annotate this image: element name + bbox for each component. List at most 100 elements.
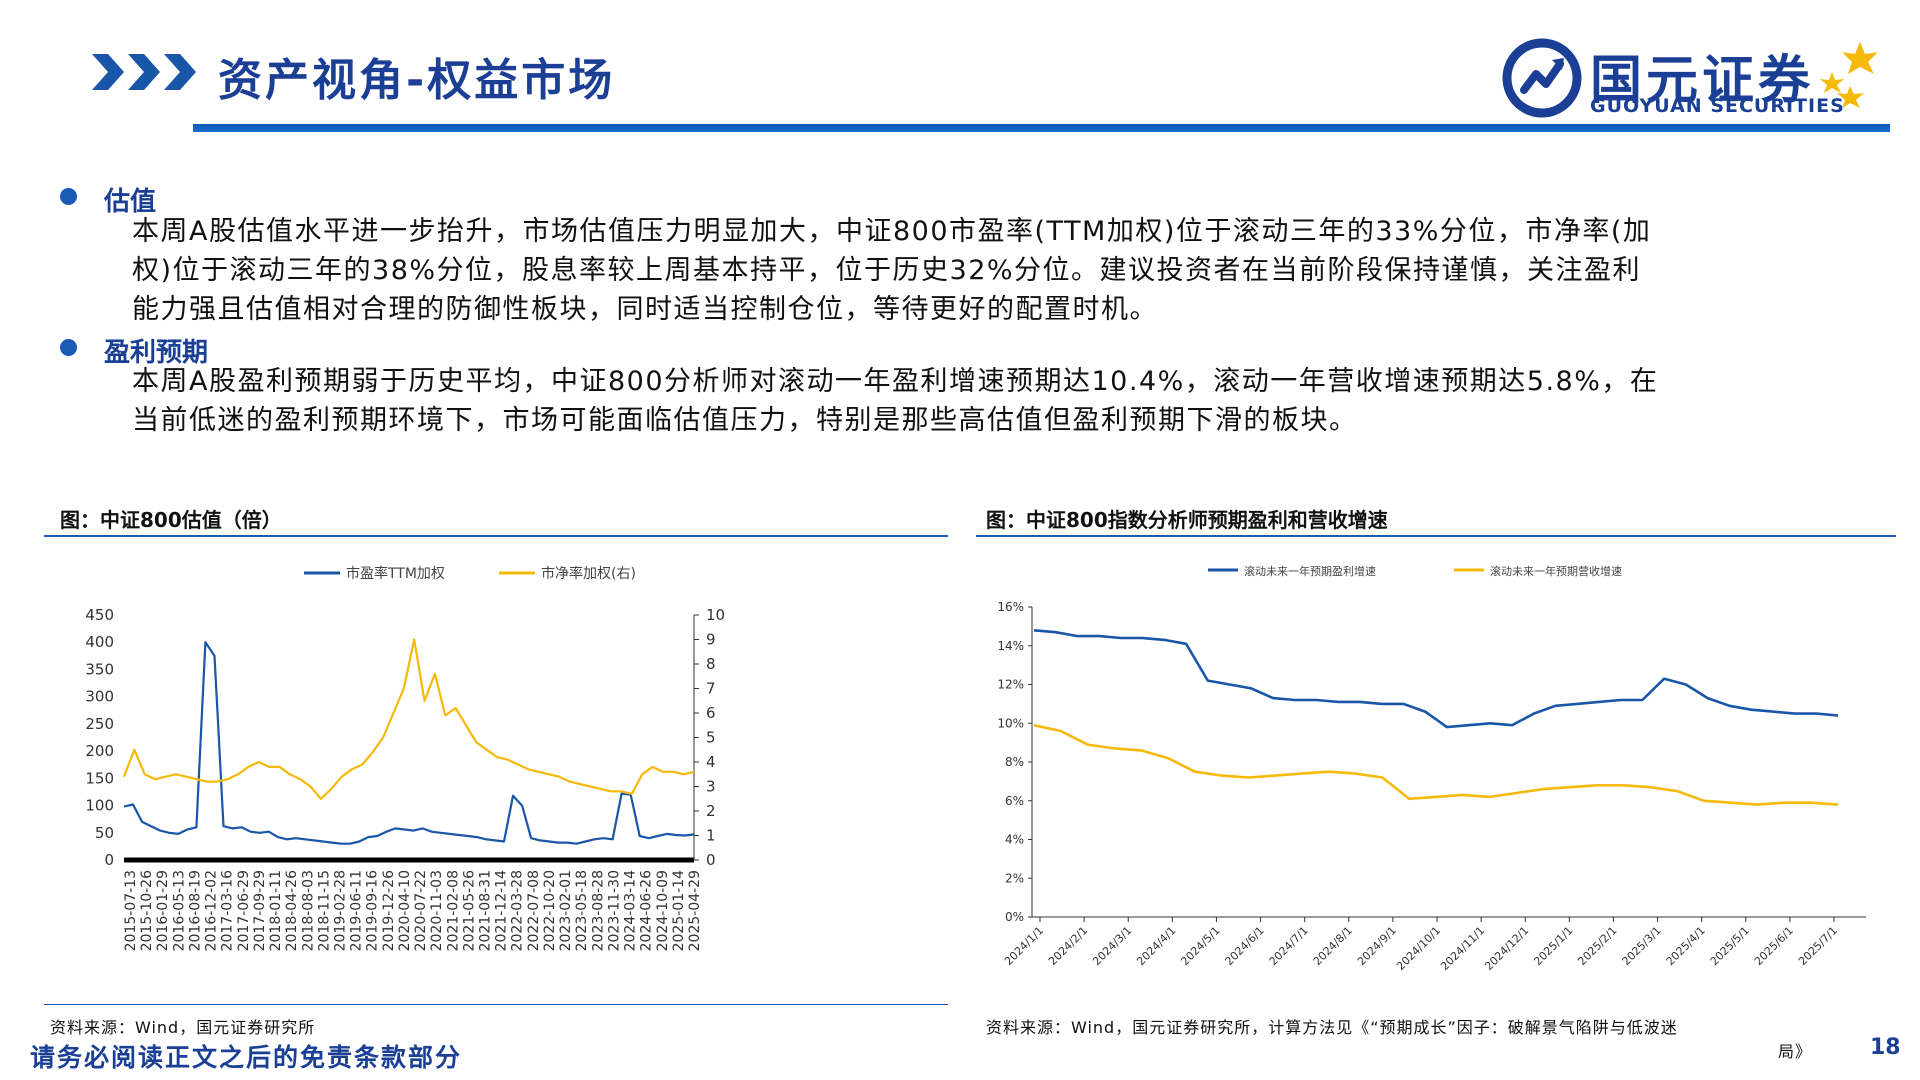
x-tick-label: 2021-02-08	[445, 870, 461, 951]
x-tick-label: 2015-10-26	[139, 870, 155, 951]
x-tick-label: 2019-09-16	[365, 870, 381, 951]
bullet-icon	[60, 188, 77, 205]
legend-label-earnings: 滚动未来一年预期盈利增速	[1244, 564, 1376, 578]
y-left-tick-label: 0	[104, 851, 114, 869]
paragraph-line: 权)位于滚动三年的38%分位，股息率较上周基本持平，位于历史32%分位。建议投资…	[132, 255, 1642, 286]
y-left-tick-label: 250	[85, 715, 114, 733]
section-heading-valuation: 估值	[104, 187, 157, 217]
y-tick-label: 2%	[1005, 871, 1024, 885]
x-tick-label: 2017-09-29	[252, 870, 268, 951]
legend-label-pe: 市盈率TTM加权	[346, 565, 445, 582]
x-tick-label: 2023-11-30	[606, 870, 622, 951]
y-right-tick-label: 5	[706, 729, 716, 747]
x-tick-label: 2024/7/1	[1267, 924, 1311, 968]
y-left-tick-label: 150	[85, 769, 114, 787]
x-tick-label: 2021-08-31	[478, 870, 494, 951]
x-tick-label: 2022-03-28	[510, 870, 526, 951]
logo-chinese-name: 国元证券	[1590, 51, 1815, 111]
left-figure-rule	[44, 535, 948, 537]
y-left-tick-label: 450	[85, 606, 114, 624]
x-tick-label: 2019-06-11	[349, 870, 365, 951]
x-tick-label: 2018-04-26	[284, 870, 300, 951]
y-tick-label: 8%	[1005, 755, 1024, 769]
series-line-pe	[123, 641, 695, 845]
x-tick-label: 2024/2/1	[1046, 924, 1090, 968]
x-tick-label: 2024/6/1	[1223, 924, 1267, 968]
y-right-tick-label: 2	[706, 802, 716, 820]
x-tick-label: 2018-08-03	[300, 870, 316, 951]
x-tick-label: 2020-07-22	[413, 870, 429, 951]
x-tick-label: 2025/7/1	[1796, 924, 1840, 968]
y-left-tick-label: 50	[95, 824, 114, 842]
right-figure-source: 资料来源：Wind，国元证券研究所，计算方法见《“预期成长”因子：破解景气陷阱与…	[986, 1018, 1678, 1037]
y-tick-label: 6%	[1005, 794, 1024, 808]
x-tick-label: 2025/1/1	[1531, 924, 1575, 968]
x-tick-label: 2024-03-14	[623, 870, 639, 951]
paragraph-line: 能力强且估值相对合理的防御性板块，同时适当控制仓位，等待更好的配置时机。	[132, 294, 1158, 325]
x-tick-label: 2024-10-09	[655, 870, 671, 951]
x-tick-label: 2016-05-13	[171, 870, 187, 951]
legend-label-pb: 市净率加权(右)	[541, 565, 636, 582]
title-chevrons-icon	[92, 54, 196, 90]
x-tick-label: 2024/3/1	[1090, 924, 1134, 968]
x-tick-label: 2017-06-29	[236, 870, 252, 951]
right-figure-rule	[976, 535, 1896, 537]
y-tick-label: 10%	[997, 716, 1024, 730]
x-tick-label: 2024/10/1	[1394, 924, 1443, 973]
x-tick-label: 2024/12/1	[1482, 924, 1531, 973]
valuation-paragraph: 本周A股估值水平进一步抬升，市场估值压力明显加大，中证800市盈率(TTM加权)…	[132, 212, 1892, 329]
left-figure-caption: 图：中证800估值（倍）	[60, 508, 282, 532]
logo-english-name: GUOYUAN SECURITIES	[1590, 95, 1845, 117]
series-line-earnings	[1033, 629, 1839, 729]
gold-stars-icon	[1820, 42, 1878, 108]
pe-pb-valuation-chart: 市盈率TTM加权 市净率加权(右)450400350300250200150100…	[85, 565, 725, 951]
x-tick-label: 2024/9/1	[1355, 924, 1399, 968]
y-tick-label: 0%	[1005, 910, 1024, 924]
x-tick-label: 2016-08-19	[187, 870, 203, 951]
x-tick-label: 2025/2/1	[1575, 924, 1619, 968]
header-divider	[193, 124, 1890, 132]
paragraph-line: 当前低迷的盈利预期环境下，市场可能面临估值压力，特别是那些高估值但盈利预期下滑的…	[132, 405, 1358, 436]
y-left-tick-label: 300	[85, 688, 114, 706]
x-tick-label: 2025/3/1	[1620, 924, 1664, 968]
x-tick-label: 2025/6/1	[1752, 924, 1796, 968]
guoyuan-logo-icon	[1502, 38, 1582, 118]
x-tick-label: 2018-11-15	[316, 870, 332, 951]
y-tick-label: 16%	[997, 600, 1024, 614]
x-tick-label: 2025-04-29	[687, 870, 703, 951]
x-tick-label: 2022-07-08	[526, 870, 542, 951]
y-left-tick-label: 350	[85, 660, 114, 678]
x-tick-label: 2019-02-28	[332, 870, 348, 951]
x-tick-label: 2024/4/1	[1134, 924, 1178, 968]
left-figure-source: 资料来源：Wind，国元证券研究所	[50, 1018, 316, 1037]
x-tick-label: 2024/11/1	[1438, 924, 1487, 973]
x-tick-label: 2023-08-28	[590, 870, 606, 951]
page-title: 资产视角-权益市场	[218, 55, 616, 106]
x-tick-label: 2021-12-14	[494, 870, 510, 951]
x-tick-label: 2015-07-13	[123, 870, 139, 951]
earnings-revenue-growth-chart: 滚动未来一年预期盈利增速 滚动未来一年预期营收增速 16% 14% 12% 10% 8% 6%…	[997, 564, 1866, 973]
y-tick-label: 14%	[997, 639, 1024, 653]
x-tick-label: 2016-12-02	[204, 870, 220, 951]
y-left-tick-label: 400	[85, 633, 114, 651]
series-line-revenue	[1033, 723, 1839, 806]
earnings-paragraph: 本周A股盈利预期弱于历史平均，中证800分析师对滚动一年盈利增速预期达10.4%…	[132, 362, 1892, 440]
x-tick-label: 2023-05-18	[574, 870, 590, 951]
x-tick-label: 2024/5/1	[1178, 924, 1222, 968]
y-left-tick-label: 100	[85, 797, 114, 815]
x-tick-label: 2017-03-16	[220, 870, 236, 951]
legend-label-revenue: 滚动未来一年预期营收增速	[1490, 564, 1622, 578]
y-right-tick-label: 1	[706, 827, 716, 845]
disclaimer-text: 请务必阅读正文之后的免责条款部分	[30, 1043, 463, 1072]
x-tick-label: 2024/8/1	[1311, 924, 1355, 968]
y-left-tick-label: 200	[85, 742, 114, 760]
section-heading-earnings: 盈利预期	[104, 338, 209, 368]
right-figure-caption: 图：中证800指数分析师预期盈利和营收增速	[986, 508, 1388, 532]
x-tick-label: 2022-10-20	[542, 870, 558, 951]
x-tick-label: 2023-02-01	[558, 870, 574, 951]
y-tick-label: 12%	[997, 678, 1024, 692]
y-right-tick-label: 0	[706, 851, 716, 869]
x-tick-label: 2024-06-26	[639, 870, 655, 951]
x-tick-label: 2016-01-29	[155, 870, 171, 951]
y-right-tick-label: 3	[706, 778, 716, 796]
